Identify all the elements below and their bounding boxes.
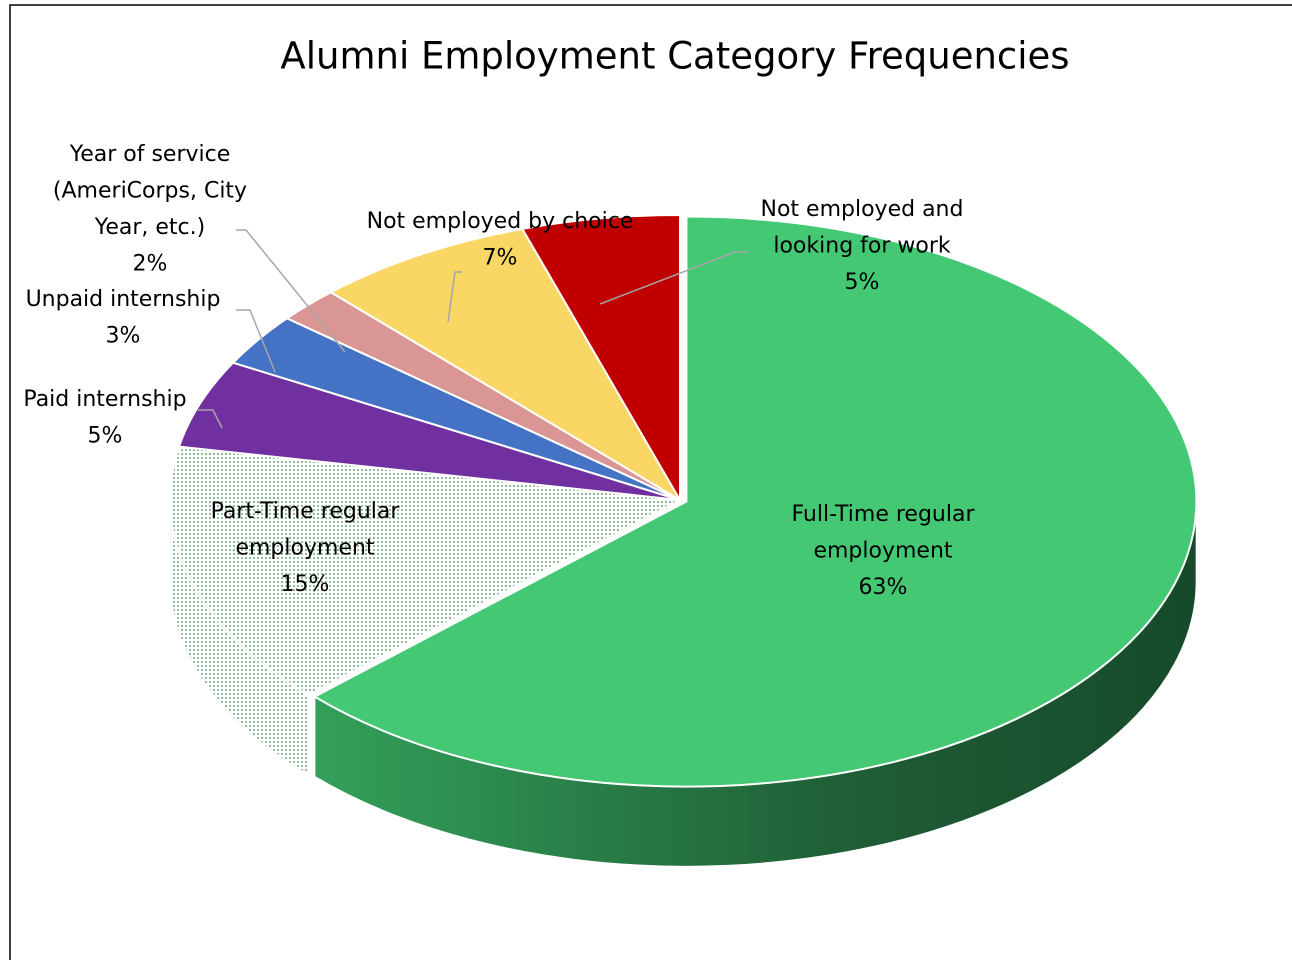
value-label: 2% [133,252,168,277]
slice [169,445,684,697]
label-line: Part-Time regular [211,499,401,524]
slice [312,215,1198,788]
slice-label: Paid internship [23,387,186,412]
label-line: Paid internship [23,387,186,412]
label-line: Unpaid internship [26,287,221,312]
label-line: (AmeriCorps, City [53,179,247,204]
label-line: employment [235,536,374,561]
value-label: 5% [845,270,880,295]
label-line: Not employed and [761,197,964,222]
label-line: looking for work [773,234,951,259]
chart-title: Alumni Employment Category Frequencies [280,35,1069,78]
value-label: 7% [483,246,518,271]
value-label: 3% [106,324,141,349]
slice [328,227,683,503]
slice-label: Unpaid internship [26,287,221,312]
slice [177,361,681,501]
label-line: Full-Time regular [791,502,975,527]
label-line: Year of service [69,142,231,167]
leader-line [236,229,346,353]
leader-line [599,251,748,305]
value-label: 63% [859,575,908,600]
slice [520,213,681,504]
label-line: Year, etc.) [94,215,205,240]
label-line: Not employed by choice [367,209,634,234]
leader-line [198,409,223,429]
leader-line [447,271,462,323]
value-label: 5% [88,424,123,449]
slice-label: Not employed and looking for work [761,197,964,259]
slice-label: Year of service (AmeriCorps, City Year, et… [53,142,247,240]
leader-line [236,309,276,373]
chart-frame [9,4,1292,960]
label-line: employment [813,539,952,564]
slice-label: Full-Time regular employment [791,502,975,564]
value-label: 15% [281,572,330,597]
slice-label: Not employed by choice [367,209,634,234]
slice-label: Part-Time regular employment [211,499,401,561]
